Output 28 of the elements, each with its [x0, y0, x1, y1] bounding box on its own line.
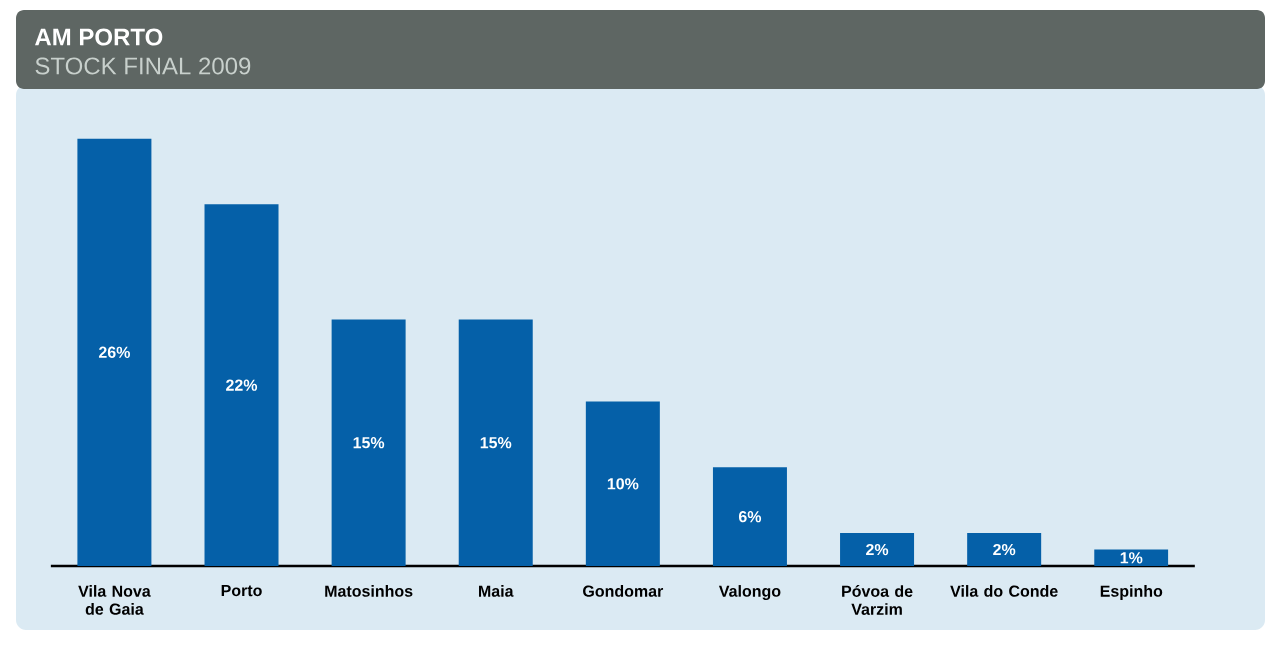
bar	[458, 319, 533, 566]
bar	[331, 319, 406, 566]
x-tick-label: Espinho	[1100, 585, 1163, 600]
x-tick-label: Vila Nova de Gaia	[78, 585, 151, 615]
bar	[967, 533, 1042, 566]
data-label: 15%	[480, 437, 512, 449]
data-label: 15%	[353, 437, 385, 449]
x-tick-label: Maia	[479, 585, 514, 597]
x-tick-label: Matosinhos	[325, 585, 413, 597]
bar	[840, 533, 915, 566]
x-tick-label: Valongo	[718, 585, 781, 601]
data-label: 22%	[226, 379, 258, 391]
data-label: 1%	[1120, 552, 1143, 564]
data-label: 26%	[98, 346, 130, 358]
data-label: 6%	[738, 511, 762, 523]
bar	[712, 467, 787, 566]
chart-title: AM PORTO	[35, 28, 163, 46]
x-tick-label: Gondomar	[583, 585, 664, 597]
x-tick-label: Porto	[221, 585, 262, 597]
data-label: 2%	[866, 543, 889, 556]
bar	[585, 401, 660, 566]
bar	[77, 138, 152, 566]
bar	[204, 204, 279, 566]
chart-subtitle: STOCK FINAL 2009	[35, 57, 251, 75]
x-tick-label: Vila do Conde	[950, 585, 1058, 597]
data-label: 10%	[607, 478, 639, 490]
x-tick-label: Póvoa de Varzim	[842, 585, 913, 615]
data-label: 2%	[993, 543, 1016, 556]
